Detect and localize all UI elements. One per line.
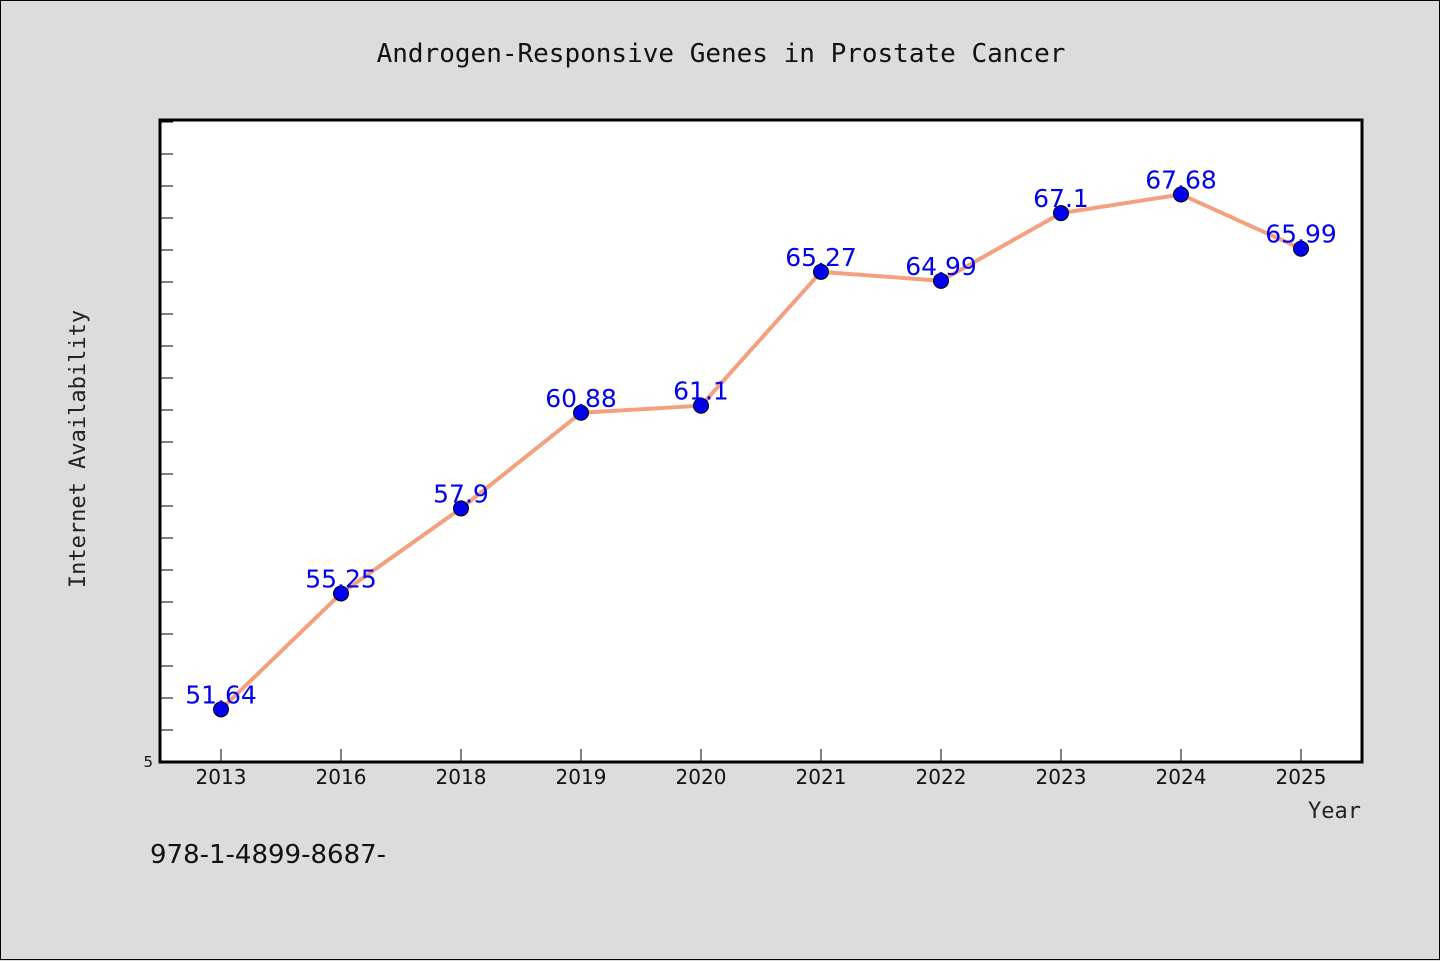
x-tick-label: 2024 — [1156, 765, 1207, 789]
x-tick-labels: 2013 2016 2018 2019 2020 2021 2022 2023 2024 2025 — [196, 765, 1327, 789]
chart-title: Androgen-Responsive Genes in Prostate Ca… — [377, 39, 1066, 69]
x-axis-ticks — [220, 749, 1302, 762]
data-point-marker — [333, 585, 349, 602]
data-label: 61.1 — [673, 377, 729, 406]
data-label: 57.9 — [433, 479, 489, 508]
x-tick-label: 2020 — [676, 765, 727, 789]
x-tick-label: 2022 — [916, 765, 967, 789]
data-point-marker — [813, 263, 829, 280]
series-line — [219, 192, 1302, 711]
data-label: 51.64 — [185, 680, 257, 709]
data-point-marker — [1173, 186, 1189, 203]
data-point-marker — [1293, 240, 1309, 257]
data-label: 65.99 — [1265, 220, 1337, 249]
data-point-marker — [933, 272, 949, 289]
x-tick-label: 2016 — [316, 765, 367, 789]
y-axis-ticks — [160, 121, 173, 763]
x-tick-label: 2019 — [556, 765, 607, 789]
plot-border — [158, 118, 1364, 764]
data-label: 65.27 — [785, 243, 857, 272]
data-label: 67.68 — [1145, 165, 1217, 194]
x-tick-label: 2018 — [436, 765, 487, 789]
x-axis-label: Year — [1308, 799, 1361, 824]
data-label: 64.99 — [905, 252, 977, 281]
footer-text: 978-1-4899-8687- — [150, 840, 386, 870]
data-point-marker — [693, 397, 709, 414]
data-point-marker — [1053, 205, 1069, 222]
x-tick-label: 2023 — [1036, 765, 1087, 789]
series-markers — [213, 186, 1309, 718]
data-label: 67.1 — [1033, 184, 1089, 213]
x-tick-label: 2025 — [1276, 765, 1327, 789]
data-labels: 51.64 55.25 57.9 60.88 61.1 65.27 64.99 67.1 67.… — [185, 165, 1337, 709]
x-tick-label: 2021 — [796, 765, 847, 789]
y-axis-label: Internet Availability — [66, 310, 91, 588]
data-label: 60.88 — [545, 384, 617, 413]
x-tick-label: 2013 — [196, 765, 247, 789]
y-tick-label: 5 — [143, 753, 153, 771]
data-point-marker — [213, 701, 229, 718]
data-point-marker — [573, 404, 589, 421]
plot-area — [160, 120, 1362, 762]
data-point-marker — [453, 500, 469, 517]
data-label: 55.25 — [305, 564, 377, 593]
